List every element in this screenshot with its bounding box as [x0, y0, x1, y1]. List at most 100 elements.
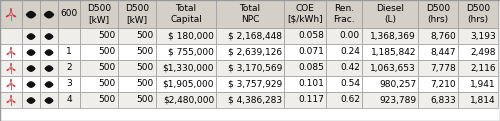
Text: Total
Capital: Total Capital: [170, 4, 202, 24]
Bar: [284, 92, 326, 108]
Text: 1,814: 1,814: [470, 95, 496, 105]
Bar: [80, 0, 118, 28]
Bar: [418, 60, 458, 76]
Text: 1,941: 1,941: [470, 79, 496, 88]
Text: 0.54: 0.54: [340, 79, 360, 88]
Bar: [80, 60, 118, 76]
Text: 500: 500: [137, 95, 154, 105]
Bar: [284, 44, 326, 60]
Bar: [58, 76, 80, 92]
Text: $ 2,168,448: $ 2,168,448: [228, 31, 282, 41]
Text: COE
[$/kWh]: COE [$/kWh]: [287, 4, 323, 24]
Text: 7,778: 7,778: [430, 64, 456, 72]
Polygon shape: [26, 11, 36, 18]
Bar: [22, 44, 40, 60]
Bar: [216, 0, 284, 28]
Bar: [22, 76, 40, 92]
Text: 0.071: 0.071: [298, 48, 324, 57]
Text: 2: 2: [66, 64, 72, 72]
Bar: [80, 28, 118, 44]
Text: 500: 500: [99, 64, 116, 72]
Text: 0.00: 0.00: [340, 31, 360, 41]
Bar: [80, 92, 118, 108]
Bar: [326, 92, 362, 108]
Text: $ 4,386,283: $ 4,386,283: [228, 95, 282, 105]
Text: D500
(hrs): D500 (hrs): [466, 4, 490, 24]
Bar: [418, 44, 458, 60]
Text: Diesel
(L): Diesel (L): [376, 4, 404, 24]
Bar: [22, 28, 40, 44]
Polygon shape: [27, 34, 35, 39]
Text: 1,185,842: 1,185,842: [370, 48, 416, 57]
Bar: [284, 76, 326, 92]
Text: $ 3,170,569: $ 3,170,569: [228, 64, 282, 72]
Bar: [362, 76, 418, 92]
Bar: [156, 92, 216, 108]
Text: $ 2,639,126: $ 2,639,126: [228, 48, 282, 57]
Text: 1: 1: [66, 48, 72, 57]
Text: 0.62: 0.62: [340, 95, 360, 105]
Bar: [80, 44, 118, 60]
Text: D500
[kW]: D500 [kW]: [125, 4, 149, 24]
Text: 500: 500: [99, 95, 116, 105]
Text: 0.101: 0.101: [298, 79, 324, 88]
Polygon shape: [44, 11, 54, 18]
Bar: [418, 0, 458, 28]
Bar: [156, 28, 216, 44]
Bar: [418, 28, 458, 44]
Text: $ 3,757,929: $ 3,757,929: [228, 79, 282, 88]
Bar: [0, 76, 22, 92]
Bar: [118, 0, 156, 28]
Polygon shape: [45, 34, 53, 39]
Bar: [458, 0, 498, 28]
Bar: [40, 44, 58, 60]
Bar: [156, 0, 216, 28]
Bar: [58, 28, 80, 44]
Text: 1,063,653: 1,063,653: [370, 64, 416, 72]
Bar: [80, 76, 118, 92]
Bar: [156, 44, 216, 60]
Polygon shape: [45, 50, 53, 55]
FancyArrowPatch shape: [14, 15, 16, 17]
Bar: [58, 92, 80, 108]
Text: 6,833: 6,833: [430, 95, 456, 105]
Text: 8,760: 8,760: [430, 31, 456, 41]
Bar: [362, 44, 418, 60]
Text: D500
[kW]: D500 [kW]: [87, 4, 111, 24]
Bar: [118, 76, 156, 92]
Text: 500: 500: [137, 31, 154, 41]
Text: 500: 500: [99, 79, 116, 88]
Bar: [216, 76, 284, 92]
Text: 923,789: 923,789: [379, 95, 416, 105]
Text: 4: 4: [66, 95, 72, 105]
Polygon shape: [27, 82, 35, 87]
Bar: [326, 28, 362, 44]
Text: 0.42: 0.42: [340, 64, 360, 72]
Polygon shape: [27, 66, 35, 71]
Bar: [22, 92, 40, 108]
Text: 8,447: 8,447: [430, 48, 456, 57]
Bar: [458, 28, 498, 44]
Polygon shape: [45, 98, 53, 103]
Bar: [0, 60, 22, 76]
Text: 980,257: 980,257: [379, 79, 416, 88]
Bar: [40, 60, 58, 76]
FancyArrowPatch shape: [6, 15, 8, 17]
Bar: [284, 0, 326, 28]
Bar: [0, 92, 22, 108]
Bar: [326, 0, 362, 28]
Bar: [284, 28, 326, 44]
Bar: [22, 0, 40, 28]
Bar: [118, 60, 156, 76]
Text: 600: 600: [60, 10, 78, 19]
Text: 0.24: 0.24: [340, 48, 360, 57]
Text: 3,193: 3,193: [470, 31, 496, 41]
Bar: [0, 0, 22, 28]
Bar: [58, 60, 80, 76]
Text: $ 180,000: $ 180,000: [168, 31, 214, 41]
Bar: [326, 60, 362, 76]
Text: $1,905,000: $1,905,000: [162, 79, 214, 88]
Bar: [458, 60, 498, 76]
Bar: [326, 44, 362, 60]
Circle shape: [10, 13, 12, 15]
